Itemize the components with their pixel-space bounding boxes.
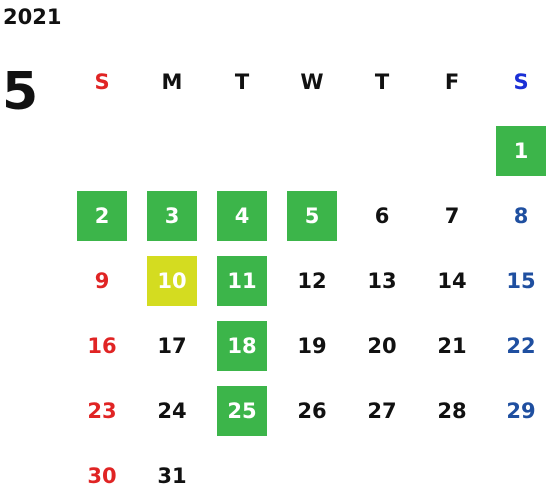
date-cell[interactable]: 21 — [437, 334, 467, 358]
date-cell[interactable]: 10 — [147, 256, 197, 306]
date-cell[interactable]: 16 — [87, 334, 117, 358]
date-cell[interactable]: 19 — [297, 334, 327, 358]
date-cell[interactable]: 30 — [87, 464, 117, 488]
date-cell[interactable]: 22 — [506, 334, 536, 358]
date-cell[interactable]: 14 — [437, 269, 467, 293]
date-cell[interactable]: 24 — [157, 399, 187, 423]
date-cell[interactable]: 2 — [77, 191, 127, 241]
date-cell[interactable]: 13 — [367, 269, 397, 293]
date-cell[interactable]: 28 — [437, 399, 467, 423]
weekday-header: S — [513, 70, 529, 94]
date-cell[interactable]: 8 — [513, 204, 529, 228]
date-cell[interactable]: 26 — [297, 399, 327, 423]
date-cell[interactable]: 17 — [157, 334, 187, 358]
date-cell[interactable]: 29 — [506, 399, 536, 423]
weekday-header: S — [94, 70, 110, 94]
date-cell[interactable]: 3 — [147, 191, 197, 241]
calendar-month: 5 — [2, 62, 39, 122]
date-cell[interactable]: 25 — [217, 386, 267, 436]
date-cell[interactable]: 20 — [367, 334, 397, 358]
weekday-header: T — [234, 70, 250, 94]
date-cell[interactable]: 23 — [87, 399, 117, 423]
date-cell[interactable]: 27 — [367, 399, 397, 423]
date-cell[interactable]: 6 — [374, 204, 390, 228]
weekday-header: M — [161, 70, 183, 94]
weekday-header: T — [374, 70, 390, 94]
date-cell[interactable]: 9 — [94, 269, 110, 293]
date-cell[interactable]: 5 — [287, 191, 337, 241]
weekday-header: W — [300, 70, 324, 94]
date-cell[interactable]: 31 — [157, 464, 187, 488]
date-cell[interactable]: 4 — [217, 191, 267, 241]
date-cell[interactable]: 11 — [217, 256, 267, 306]
date-cell[interactable]: 18 — [217, 321, 267, 371]
calendar-year: 2021 — [3, 5, 62, 29]
date-cell[interactable]: 15 — [506, 269, 536, 293]
date-cell[interactable]: 1 — [496, 126, 546, 176]
date-cell[interactable]: 12 — [297, 269, 327, 293]
weekday-header: F — [444, 70, 460, 94]
date-cell[interactable]: 7 — [444, 204, 460, 228]
